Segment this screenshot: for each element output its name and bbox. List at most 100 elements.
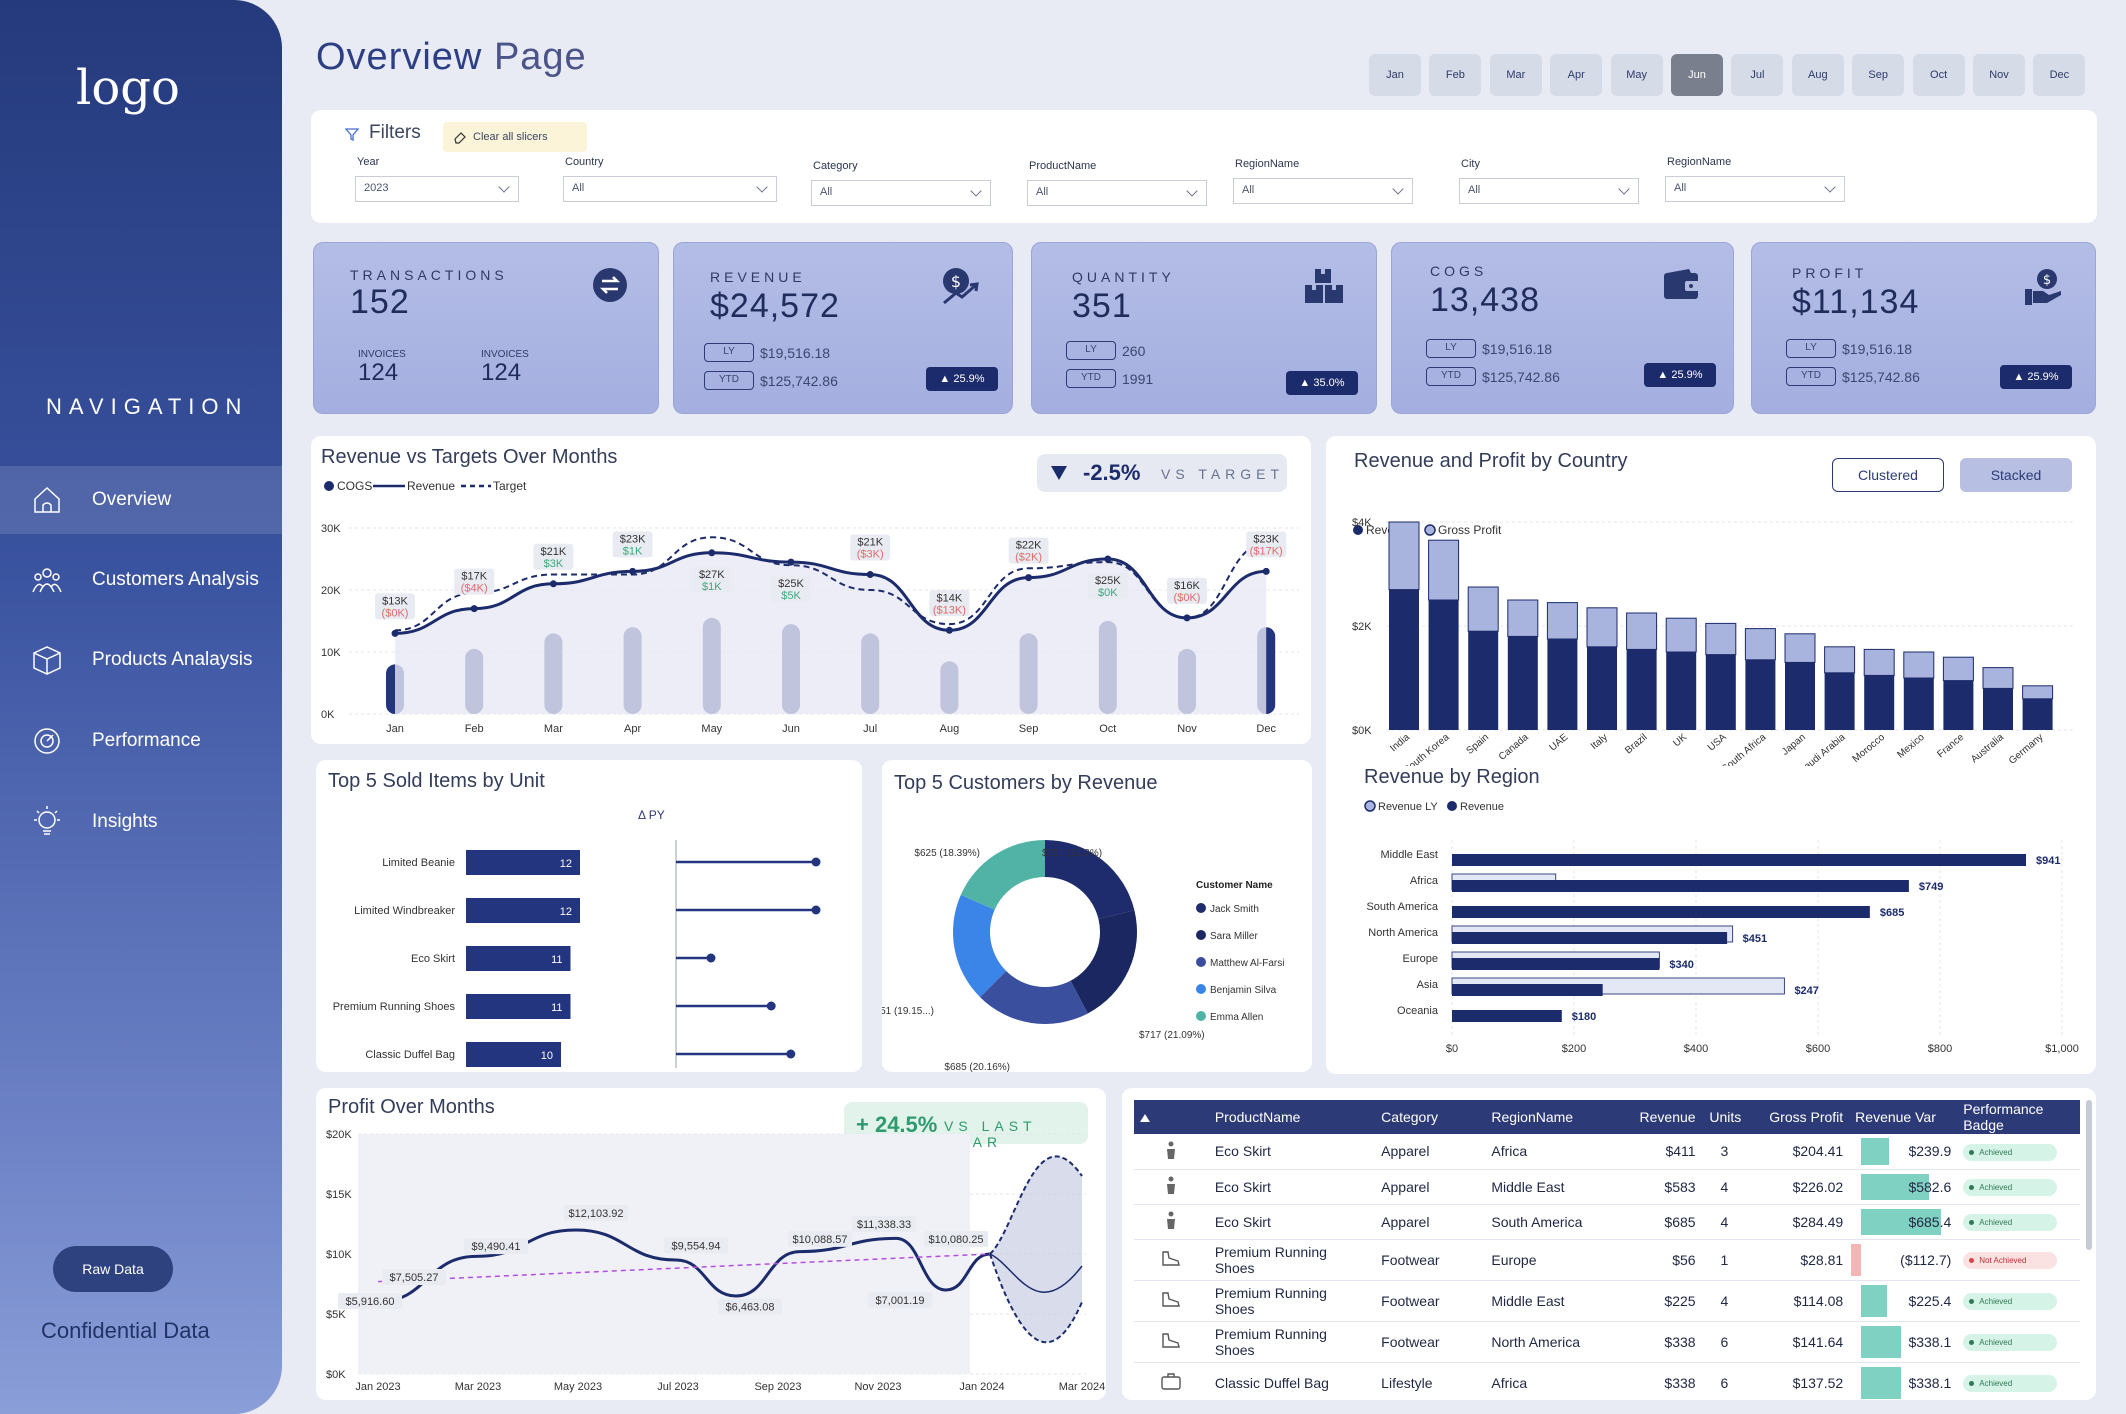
- top-customers-panel: Top 5 Customers by Revenue $721 (21.2%) $…: [882, 760, 1312, 1072]
- cell-region: South America: [1485, 1204, 1615, 1240]
- month-jun-button[interactable]: Jun: [1671, 54, 1723, 96]
- cell-icon: [1134, 1280, 1209, 1322]
- performance-badge: Achieved: [1963, 1293, 2058, 1310]
- performance-badge: Not Achieved: [1963, 1252, 2058, 1269]
- data-label-delta: ($4K): [461, 583, 488, 595]
- month-apr-button[interactable]: Apr: [1550, 54, 1603, 96]
- table-row[interactable]: Premium Running Shoes Footwear Europe $56 1 $…: [1134, 1239, 2080, 1281]
- column-header[interactable]: Units: [1701, 1100, 1748, 1134]
- filter-productname-dropdown[interactable]: All: [1027, 180, 1207, 206]
- revenue-target-chart: COGS Revenue Target 0K 10K 20K 30K Jan Feb Mar Apr…: [321, 479, 1299, 735]
- x-tick-label: Dec: [1256, 723, 1276, 735]
- nav-item-products[interactable]: Products Analaysis: [0, 626, 282, 694]
- region-chart: Revenue LY Revenue $0 $200 $400 $600 $800 $1,00…: [1364, 800, 2079, 1055]
- data-label-box: [533, 543, 574, 570]
- column-header[interactable]: Revenue: [1614, 1100, 1702, 1134]
- nav-item-insights[interactable]: Insights: [0, 788, 282, 856]
- revenue-bar: [1705, 654, 1736, 730]
- ly-value: $19,516.18: [1482, 341, 1553, 357]
- nav-item-performance[interactable]: Performance: [0, 707, 282, 775]
- month-dec-button[interactable]: Dec: [2033, 54, 2086, 96]
- profit-bar: [1705, 622, 1737, 656]
- x-tick-label: Nov 2023: [854, 1381, 901, 1393]
- ytd-pill: YTD: [1786, 367, 1836, 386]
- filter-label: City: [1461, 158, 1480, 170]
- raw-data-button[interactable]: Raw Data: [53, 1246, 173, 1292]
- cell-revenue-var: ($112.7): [1849, 1239, 1958, 1281]
- table-row[interactable]: Eco Skirt Apparel South America $685 4 $284.4…: [1134, 1204, 2080, 1240]
- profit-bar: [1626, 612, 1658, 650]
- filter-regionname-dropdown[interactable]: All: [1665, 176, 1845, 202]
- ly-value: $19,516.18: [760, 345, 831, 361]
- clustered-button[interactable]: Clustered: [1832, 458, 1944, 492]
- month-may-button[interactable]: May: [1610, 54, 1663, 96]
- profit-bar: [1903, 651, 1935, 679]
- slice-label: $717 (21.09%): [1139, 1030, 1205, 1041]
- data-label: $9,554.94: [672, 1240, 721, 1252]
- legend-target: Target: [493, 479, 527, 493]
- filter-regionname-dropdown[interactable]: All: [1233, 178, 1413, 204]
- x-tick-label: Jul 2023: [657, 1381, 699, 1393]
- month-jan-button[interactable]: Jan: [1369, 54, 1421, 96]
- ly-pill: LY: [704, 343, 754, 362]
- stacked-button[interactable]: Stacked: [1960, 458, 2072, 492]
- x-tick-label: Jan 2023: [355, 1381, 400, 1393]
- cell-icon: [1134, 1169, 1209, 1205]
- month-aug-button[interactable]: Aug: [1791, 54, 1844, 96]
- table-row[interactable]: Premium Running Shoes Footwear Middle East…: [1134, 1280, 2080, 1322]
- column-header[interactable]: Performance Badge: [1957, 1100, 2080, 1134]
- filter-city-dropdown[interactable]: All: [1459, 178, 1639, 204]
- filter-category-dropdown[interactable]: All: [811, 180, 991, 206]
- x-tick-label: Spain: [1464, 732, 1491, 757]
- revenue-bar: [1785, 662, 1815, 730]
- gauge-icon: [34, 728, 60, 754]
- table-row[interactable]: Eco Skirt Apparel Africa $411 3 $204.41 $239.9…: [1134, 1134, 2080, 1170]
- sort-up-icon[interactable]: [1140, 1114, 1150, 1122]
- column-header[interactable]: Category: [1375, 1100, 1486, 1134]
- kpi-label: PROFIT: [1792, 265, 1868, 281]
- swap-icon: [593, 268, 627, 302]
- cell-revenue: $685: [1614, 1204, 1702, 1240]
- month-nov-button[interactable]: Nov: [1973, 54, 2025, 96]
- month-feb-button[interactable]: Feb: [1429, 54, 1482, 96]
- nav-item-overview[interactable]: Overview: [0, 466, 282, 534]
- data-label-box: [338, 1293, 402, 1310]
- revenue-bar: [1626, 649, 1657, 730]
- donut-slice: [960, 840, 1045, 910]
- filter-country-dropdown[interactable]: All: [563, 176, 777, 202]
- column-header[interactable]: RegionName: [1485, 1100, 1615, 1134]
- y-tick-label: $0K: [1352, 725, 1372, 737]
- nav-item-customers[interactable]: Customers Analysis: [0, 546, 282, 614]
- cell-revenue: $338: [1614, 1321, 1702, 1363]
- x-tick-label: $600: [1806, 1043, 1830, 1055]
- donut-slice: [953, 894, 1007, 998]
- x-tick-label: May 2023: [554, 1381, 602, 1393]
- py-dot: [786, 1049, 796, 1059]
- legend-revenue: Revenue: [407, 479, 455, 493]
- cell-units: 4: [1701, 1280, 1748, 1322]
- revenue-point: [1025, 574, 1033, 582]
- column-header[interactable]: Gross Profit: [1747, 1100, 1850, 1134]
- data-label-box: [771, 576, 811, 603]
- unit-bar: [466, 1042, 561, 1067]
- column-header[interactable]: Revenue Var: [1849, 1100, 1958, 1134]
- revenue-target-panel: Revenue vs Targets Over Months -2.5% VS …: [311, 436, 1311, 744]
- month-mar-button[interactable]: Mar: [1489, 54, 1542, 96]
- table-row[interactable]: Eco Skirt Apparel Middle East $583 4 $226.02 $…: [1134, 1169, 2080, 1205]
- cell-units: 6: [1701, 1362, 1748, 1400]
- table-row[interactable]: Premium Running Shoes Footwear North Ameri…: [1134, 1321, 2080, 1363]
- table-scrollbar[interactable]: [2086, 1100, 2092, 1250]
- month-sep-button[interactable]: Sep: [1852, 54, 1905, 96]
- month-jul-button[interactable]: Jul: [1731, 54, 1784, 96]
- ytd-value: $125,742.86: [1482, 369, 1560, 385]
- table-row[interactable]: Classic Duffel Bag Lifestyle Africa $338 6 $1…: [1134, 1362, 2080, 1400]
- kpi-label: TRANSACTIONS: [350, 267, 508, 283]
- month-oct-button[interactable]: Oct: [1912, 54, 1965, 96]
- clear-slicers-button[interactable]: Clear all slicers: [443, 122, 587, 152]
- y-tick-label: 20K: [321, 585, 341, 597]
- data-label: $7,505.27: [390, 1272, 439, 1284]
- filter-year-dropdown[interactable]: 2023: [355, 176, 519, 202]
- y-tick-label: Oceania: [1397, 1005, 1439, 1017]
- legend-profit: Gross Profit: [1438, 523, 1502, 537]
- column-header[interactable]: ProductName: [1208, 1100, 1376, 1134]
